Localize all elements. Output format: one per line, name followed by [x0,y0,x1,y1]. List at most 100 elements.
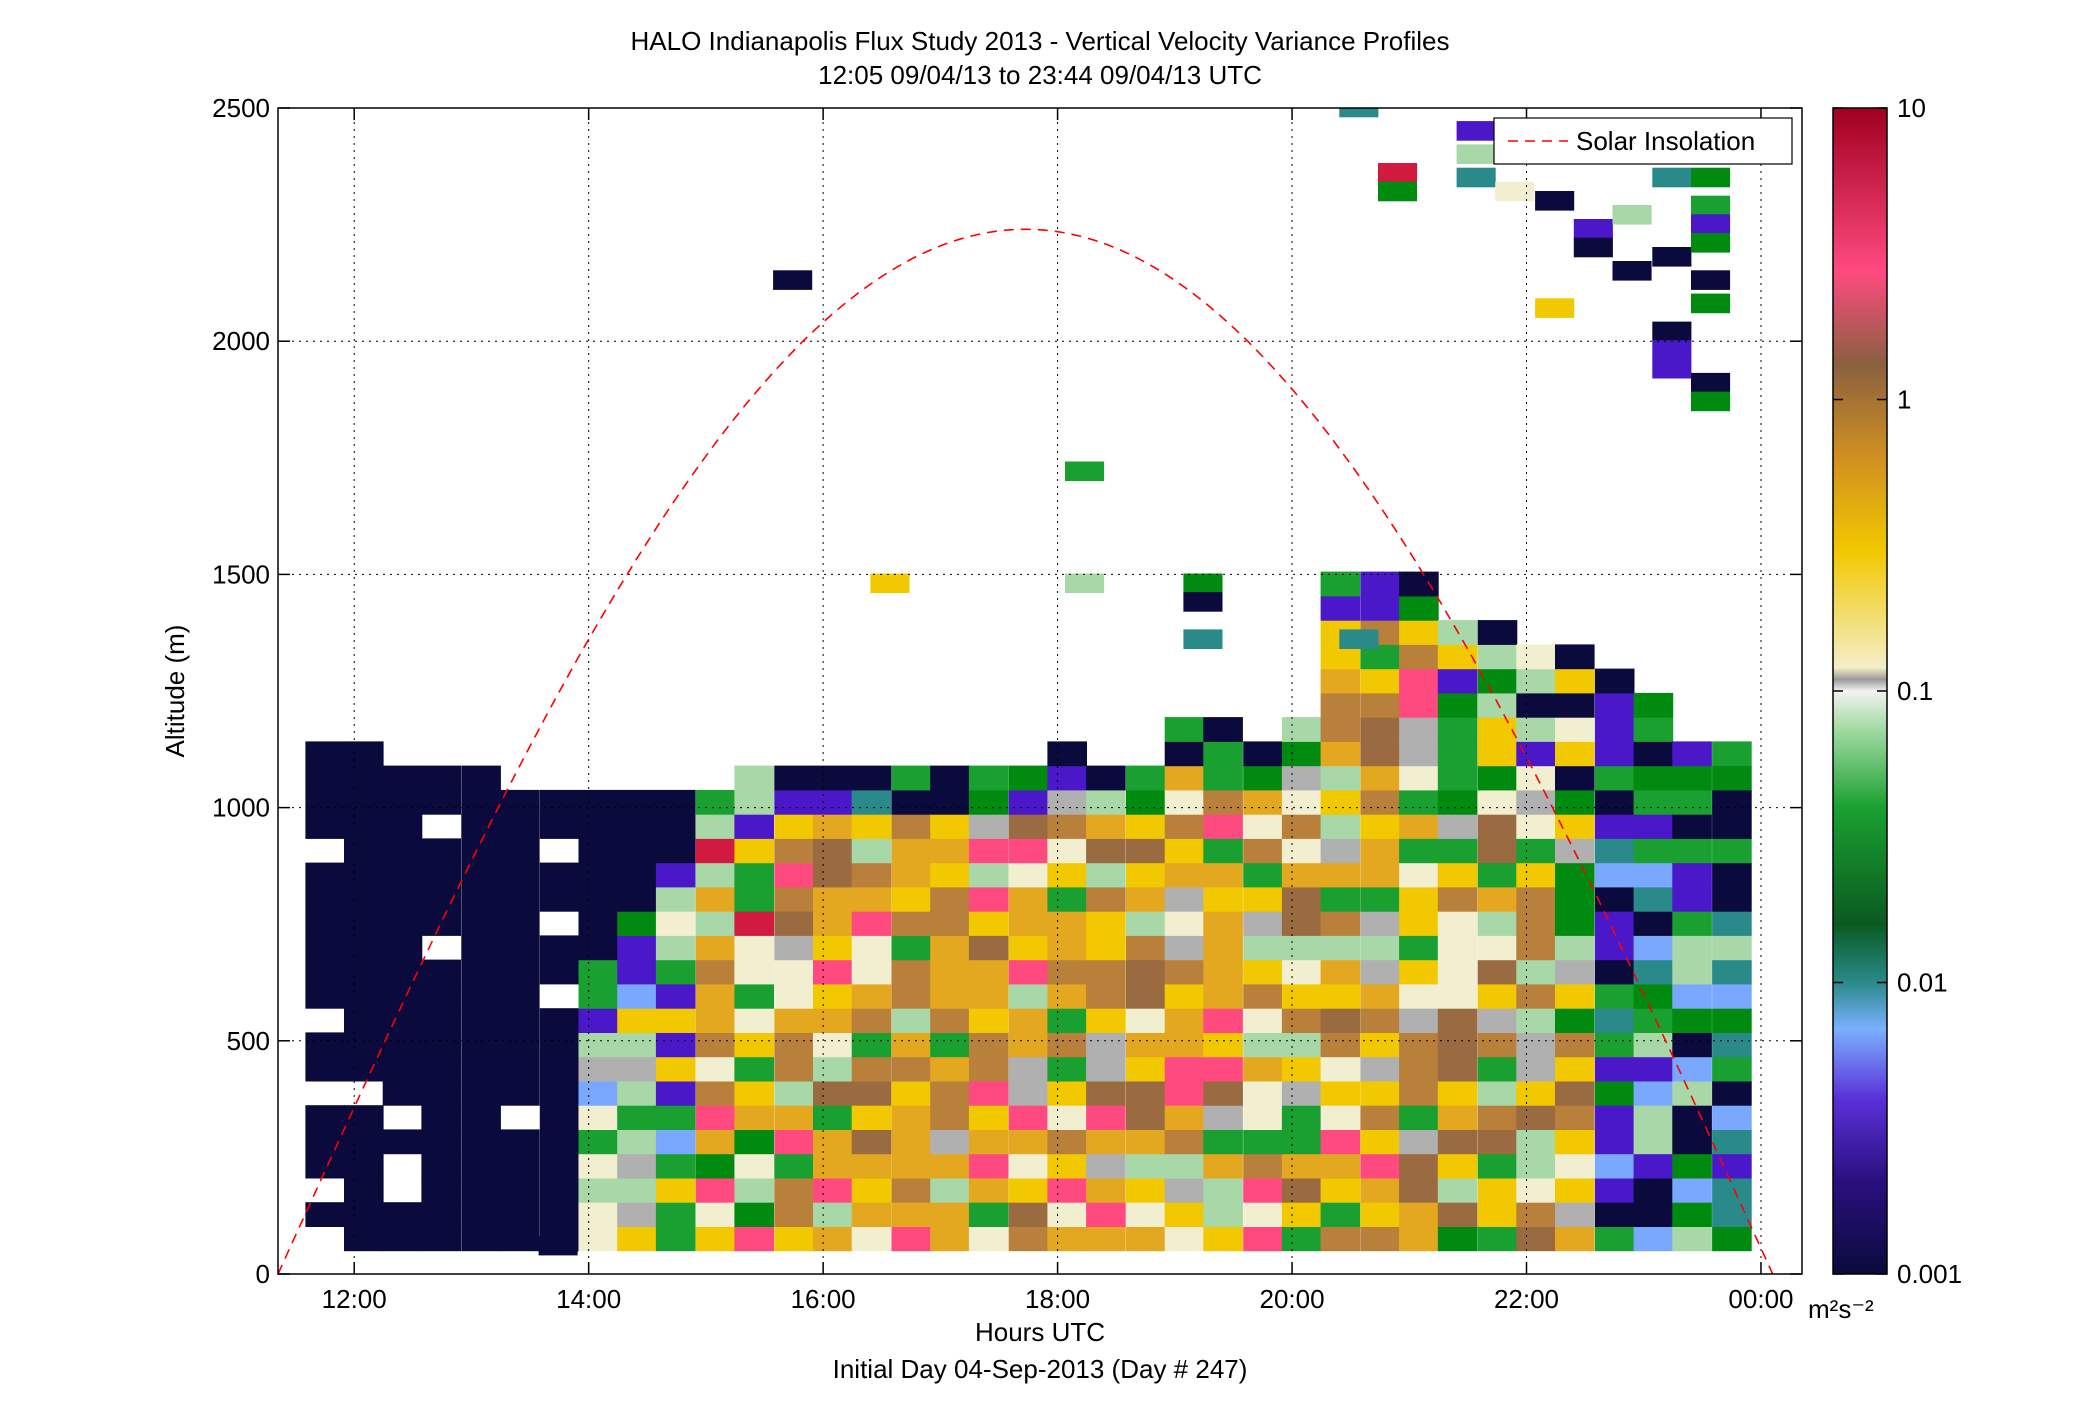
heatmap-cell [1086,1056,1126,1082]
heatmap-cell [968,1080,1009,1106]
heatmap-cell [813,814,853,839]
plot-frame [277,107,1803,1275]
heatmap-cell [461,983,501,1009]
y-tick-label: 1500 [212,559,270,589]
heatmap-cell [382,1008,423,1033]
heatmap-cell [1360,983,1400,1009]
heatmap-cell [851,765,892,791]
heatmap-cell [1437,668,1478,694]
heatmap-cell [1477,886,1518,912]
heatmap-cell [1008,886,1049,912]
heatmap-cell [1672,862,1712,888]
heatmap-cell [1477,692,1518,718]
heatmap-cell [1047,886,1087,912]
heatmap-cell [305,862,345,888]
heatmap-cell [617,789,657,815]
heatmap-cell [1672,789,1712,815]
heatmap-cell [382,959,423,985]
heatmap-cell [305,765,345,791]
heatmap-cell [1360,1153,1400,1179]
heatmap-cell [1243,1177,1283,1203]
heatmap-cell [344,983,384,1009]
heatmap-cell [1203,765,1243,791]
heatmap-cell [1516,838,1556,864]
heatmap-cell [1243,838,1283,864]
heatmap-cell [500,862,540,888]
heatmap-cell [1633,1032,1674,1058]
heatmap-cell [1555,1105,1595,1130]
heatmap-cell [539,959,580,985]
heatmap-cell [1516,862,1556,888]
heatmap-cell [1320,789,1361,815]
heatmap-cell [1437,862,1478,888]
heatmap-cell [1633,1129,1674,1155]
heatmap-cell [578,959,619,985]
heatmap-cell [1516,959,1556,985]
colorbar-tick-label: 10 [1897,93,1926,123]
heatmap-cell [813,911,853,936]
heatmap-cell [1008,814,1049,839]
heatmap-cell [1594,1202,1635,1227]
heatmap-cell [1164,1153,1205,1179]
heatmap-cell [655,1129,696,1155]
heatmap-cell [968,814,1009,839]
heatmap-cell [1203,1105,1243,1130]
heatmap-cell [734,911,774,936]
heatmap-cell [421,1080,461,1106]
heatmap-cell [930,1032,970,1058]
heatmap-cell [1243,1080,1283,1106]
heatmap-cell [1555,911,1595,936]
heatmap-cell [1243,983,1283,1009]
colorbar: 10 1 0.1 0.01 0.001 m²s⁻² [1808,93,1962,1324]
heatmap-cell [1086,862,1126,888]
heatmap-cell [1126,983,1166,1009]
heatmap-cell [1164,935,1205,961]
heatmap-cell [344,911,384,936]
heatmap-cell [461,1129,501,1155]
heatmap-cell [930,886,970,912]
heatmap-cell [695,886,736,912]
heatmap-cell [1594,886,1635,912]
heatmap-cell [421,765,461,791]
heatmap-cell [930,1153,970,1179]
heatmap-cell [421,789,461,815]
heatmap-cell [813,1202,853,1227]
heatmap-cell [774,838,814,864]
heatmap-cell [500,1056,540,1082]
heatmap-cell [1281,838,1322,864]
heatmap-cell [1360,1105,1400,1130]
heatmap-cell [1612,261,1652,281]
heatmap-cell [1555,1129,1595,1155]
heatmap-cell [500,1177,540,1203]
heatmap-cell [1047,814,1087,839]
heatmap-cell [1712,814,1752,839]
heatmap-cell [1320,668,1361,694]
heatmap-cell [539,1177,580,1203]
heatmap-cell [305,935,345,961]
heatmap-cell [930,838,970,864]
heatmap-cell [1008,935,1049,961]
heatmap-cell [1594,1032,1635,1058]
heatmap-cell [968,1105,1009,1130]
heatmap-cell [734,789,774,815]
heatmap-cell [774,765,814,791]
heatmap-cell [1086,911,1126,936]
heatmap-cell [578,1177,619,1203]
heatmap-cell [655,911,696,936]
heatmap-cell [774,1129,814,1155]
y-tick-label: 0 [256,1259,270,1289]
heatmap-cell [1691,372,1731,393]
heatmap-cell [695,911,736,936]
heatmap-cell [734,862,774,888]
heatmap-cell [930,1080,970,1106]
heatmap-cell [1065,573,1105,594]
x-tick-label: 22:00 [1494,1284,1559,1314]
heatmap-cell [578,814,619,839]
heatmap-cell [1712,1226,1752,1252]
heatmap-cell [891,1080,932,1106]
heatmap-cell [851,1153,892,1179]
heatmap-cell [1516,1202,1556,1227]
heatmap-cell [1360,571,1400,597]
heatmap-cell [578,1008,619,1033]
heatmap-cell [968,1202,1009,1227]
